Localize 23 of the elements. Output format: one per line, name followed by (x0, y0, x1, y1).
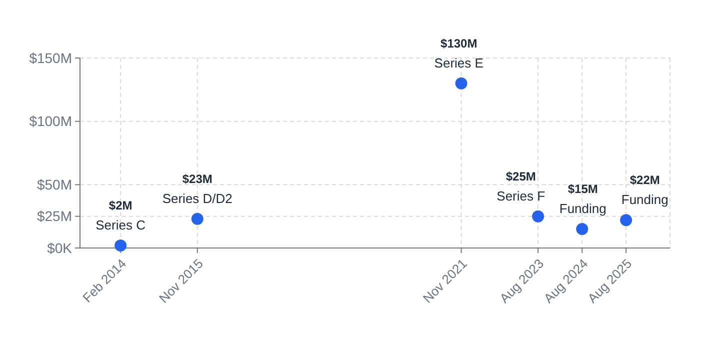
y-tick-label: $0K (47, 240, 73, 256)
data-label: $130M (440, 36, 478, 50)
data-label: $23M (182, 172, 212, 186)
data-label: $25M (506, 169, 536, 184)
point (620, 214, 632, 226)
annotation: Series C (96, 217, 146, 232)
annotation: Series F (496, 188, 546, 204)
annotation: Funding (559, 201, 606, 216)
data-label: $2M (108, 198, 132, 212)
annotation: Series E (434, 55, 484, 70)
point (532, 210, 544, 222)
point (576, 223, 588, 235)
point (191, 212, 204, 225)
point (114, 239, 127, 252)
y-tick-label: $150M (29, 50, 72, 66)
point (455, 77, 468, 90)
y-tick-label: $100M (29, 113, 72, 130)
data-label: $22M (630, 173, 660, 188)
y-tick-label: $50M (36, 176, 72, 193)
y-tick-label: $25M (36, 208, 72, 224)
annotation: Funding (621, 192, 668, 208)
annotation: Series D/D2 (162, 190, 232, 206)
data-label: $15M (568, 182, 598, 196)
